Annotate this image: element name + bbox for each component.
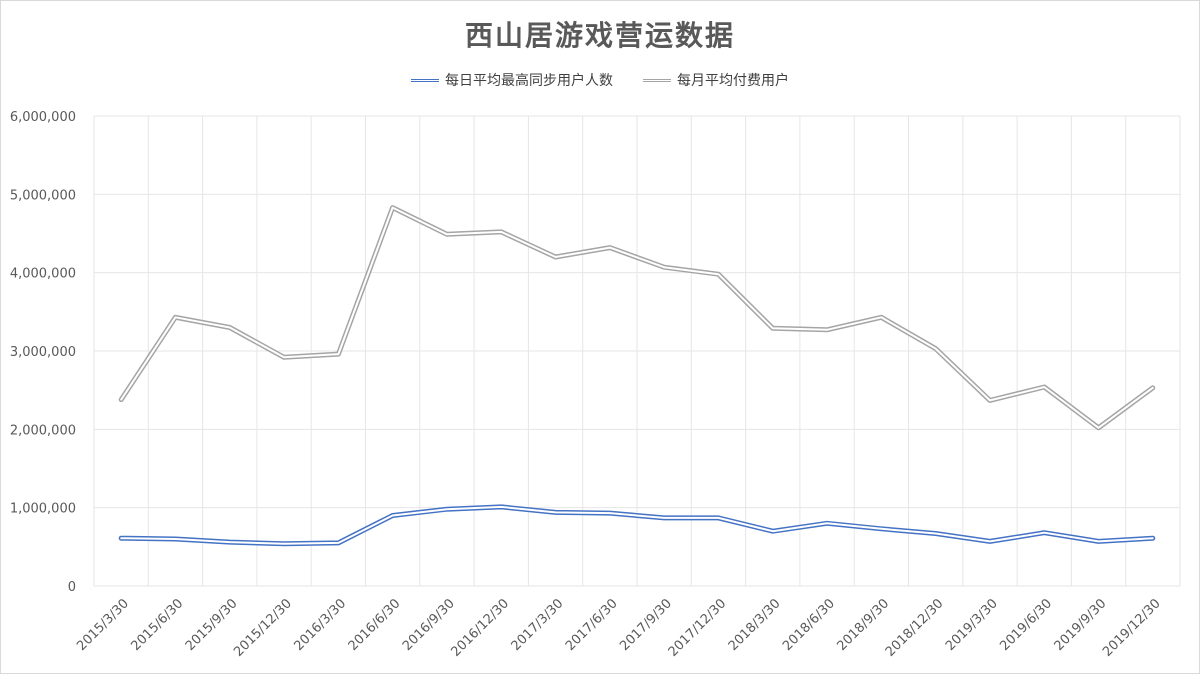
chart-legend: 每日平均最高同步用户人数 每月平均付费用户 <box>0 70 1200 90</box>
y-tick-label: 1,000,000 <box>10 502 76 517</box>
chart-title: 西山居游戏营运数据 <box>464 19 735 52</box>
x-tick-label: 2019/3/30 <box>943 596 1001 654</box>
x-tick-label: 2016/6/30 <box>346 596 404 654</box>
x-tick-label: 2018/3/30 <box>726 596 784 654</box>
x-tick-label: 2017/9/30 <box>617 596 675 654</box>
series-line-inner-0 <box>120 505 1154 545</box>
x-tick-label: 2016/9/30 <box>400 596 458 654</box>
y-tick-label: 2,000,000 <box>10 423 76 438</box>
x-tick-label: 2019/12/30 <box>1100 596 1164 660</box>
x-tick-label: 2015/12/30 <box>231 596 295 660</box>
y-tick-label: 0 <box>68 580 76 595</box>
y-tick-label: 6,000,000 <box>10 110 76 125</box>
x-tick-label: 2015/9/30 <box>183 596 241 654</box>
x-tick-label: 2018/12/30 <box>883 596 947 660</box>
x-tick-label: 2016/3/30 <box>291 596 349 654</box>
x-tick-label: 2018/9/30 <box>834 596 892 654</box>
x-tick-label: 2017/6/30 <box>563 596 621 654</box>
legend-swatch-paying-users <box>643 78 671 82</box>
y-tick-label: 5,000,000 <box>10 188 76 203</box>
series-line-inner-1 <box>120 206 1154 429</box>
y-tick-label: 3,000,000 <box>10 345 76 360</box>
x-tick-label: 2016/12/30 <box>448 596 512 660</box>
legend-item-concurrent-users: 每日平均最高同步用户人数 <box>411 70 613 90</box>
y-tick-label: 4,000,000 <box>10 267 76 282</box>
legend-item-paying-users: 每月平均付费用户 <box>643 70 789 90</box>
x-tick-label: 2019/9/30 <box>1052 596 1110 654</box>
legend-label-concurrent-users: 每日平均最高同步用户人数 <box>445 73 613 89</box>
x-tick-label: 2018/6/30 <box>780 596 838 654</box>
x-tick-label: 2015/6/30 <box>129 596 187 654</box>
x-tick-label: 2017/3/30 <box>509 596 567 654</box>
legend-label-paying-users: 每月平均付费用户 <box>677 73 789 89</box>
x-tick-label: 2019/6/30 <box>997 596 1055 654</box>
legend-swatch-concurrent-users <box>411 78 439 82</box>
x-tick-label: 2017/12/30 <box>666 596 730 660</box>
x-tick-label: 2015/3/30 <box>74 596 132 654</box>
